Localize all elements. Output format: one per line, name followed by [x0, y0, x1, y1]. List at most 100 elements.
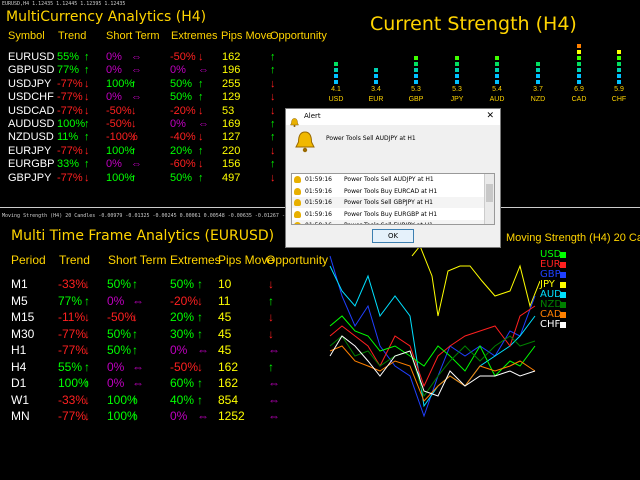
arrow-icon: ↑ — [268, 359, 274, 374]
strength-bar-segment — [455, 80, 459, 84]
column-header: Short Term — [106, 30, 160, 42]
arrow-icon: ↓ — [198, 131, 204, 144]
cell-period: W1 — [11, 392, 29, 407]
legend-swatch — [560, 292, 566, 298]
cell-period: H4 — [11, 359, 27, 374]
cell-period: M30 — [11, 326, 35, 341]
strength-bar-segment — [455, 62, 459, 66]
alert-history-item[interactable]: 01:59:16 Power Tools Sell EURJPY at H1 — [292, 220, 484, 224]
chart-info-line: EURUSD,H4 1.12435 1.12445 1.12395 1.1243… — [2, 1, 126, 7]
strength-currency: CHF — [611, 96, 627, 103]
alert-text: Power Tools Buy EURCAD at H1 — [344, 187, 438, 195]
arrow-icon: ↓ — [131, 104, 137, 117]
alert-history-item[interactable]: 01:59:16 Power Tools Buy EURGBP at H1 — [292, 208, 484, 220]
cell-short: -50% — [107, 310, 136, 324]
legend-swatch — [560, 312, 566, 318]
cell-short: -50% — [106, 118, 132, 130]
strength-series-line — [329, 335, 536, 397]
strength-bar-segment — [455, 56, 459, 60]
cell-trend: -77% — [57, 104, 83, 117]
cell-trend: 11% — [57, 131, 79, 144]
cell-period: M15 — [11, 310, 35, 324]
close-icon[interactable]: ✕ — [486, 111, 494, 121]
ok-button[interactable]: OK — [372, 229, 414, 243]
arrow-icon: ↑ — [131, 144, 137, 157]
alert-titlebar[interactable]: Alert ✕ — [286, 109, 500, 127]
cell-short: 0% — [107, 376, 125, 390]
legend-label: GBP — [540, 269, 561, 280]
arrow-icon: ⇔ — [131, 51, 142, 63]
arrow-icon: ↓ — [131, 118, 137, 130]
cell-symbol: GBPJPY — [8, 171, 52, 184]
strength-bar-segment — [374, 80, 378, 84]
cell-trend: 100% — [58, 376, 89, 390]
cell-ext: 20% — [170, 144, 193, 157]
alert-text: Power Tools Sell EURJPY at H1 — [344, 220, 433, 224]
cell-symbol: NZDUSD — [8, 131, 54, 144]
cell-ext: 20% — [170, 310, 195, 324]
strength-value: 5.4 — [492, 86, 502, 93]
arrow-icon: ↑ — [197, 326, 203, 341]
cell-trend: -11% — [58, 310, 86, 324]
alert-text: Power Tools Sell GBPJPY at H1 — [344, 199, 433, 206]
alert-history-item[interactable]: 01:59:16 Power Tools Sell GBPJPY at H1 — [292, 197, 484, 208]
arrow-icon: ↓ — [198, 158, 204, 171]
arrow-icon: ↑ — [84, 64, 90, 77]
alert-time: 01:59:16 — [305, 199, 332, 206]
alert-history-item[interactable]: 01:59:16 Power Tools Buy EURCAD at H1 — [292, 185, 484, 197]
cell-pips: 127 — [222, 131, 241, 144]
strength-bar-segment — [617, 56, 621, 60]
column-header: Extremes — [170, 253, 221, 267]
bell-icon — [294, 222, 301, 224]
arrow-icon: ⇔ — [198, 118, 209, 130]
arrow-icon: ↓ — [84, 326, 90, 341]
scrollbar-thumb[interactable] — [486, 184, 493, 202]
strength-bar-segment — [536, 80, 540, 84]
arrow-icon: ↓ — [268, 310, 274, 324]
scrollbar[interactable] — [484, 174, 494, 224]
arrow-icon: ↑ — [198, 144, 204, 157]
cell-pips: 196 — [222, 64, 241, 77]
legend-swatch — [560, 272, 566, 278]
alert-history-item[interactable]: 01:59:16 Power Tools Sell AUDJPY at H1 — [292, 174, 484, 185]
strength-bar-segment — [617, 80, 621, 84]
cell-symbol: USDCHF — [8, 91, 54, 104]
strength-bar-segment — [495, 74, 499, 78]
strength-series-line — [411, 245, 540, 317]
arrow-icon: ⇔ — [197, 343, 209, 357]
arrow-icon: ↓ — [270, 171, 276, 184]
cell-short: 100% — [107, 392, 138, 407]
cell-short: 0% — [107, 359, 125, 374]
cell-trend: -77% — [57, 91, 83, 104]
strength-value: 4.1 — [331, 86, 341, 93]
arrow-icon: ↑ — [197, 310, 203, 324]
cell-short: 0% — [106, 91, 122, 104]
arrow-icon: ↑ — [270, 64, 276, 77]
cell-trend: -33% — [58, 392, 87, 407]
cell-pips: 255 — [222, 77, 241, 90]
alert-history-list[interactable]: 01:59:16 Power Tools Sell AUDJPY at H1 01:… — [291, 173, 495, 225]
arrow-icon: ↓ — [198, 51, 204, 63]
cell-ext: 0% — [170, 118, 186, 130]
bell-icon — [294, 176, 301, 183]
cell-symbol: EURGBP — [8, 158, 55, 171]
cell-pips: 45 — [218, 326, 232, 341]
arrow-icon: ↑ — [131, 77, 137, 90]
arrow-icon: ↓ — [270, 77, 276, 90]
arrow-icon: ↑ — [84, 293, 90, 308]
alert-time: 01:59:16 — [305, 187, 332, 195]
cell-short: 100% — [106, 144, 135, 157]
cell-ext: -50% — [170, 359, 199, 374]
arrow-icon: ↑ — [132, 326, 138, 341]
strength-bar-segment — [414, 80, 418, 84]
alert-title: Alert — [304, 112, 321, 120]
cell-pips: 162 — [218, 376, 239, 390]
multicurrency-title: MultiCurrency Analytics (H4) — [6, 9, 207, 25]
cell-ext: 50% — [170, 171, 193, 184]
strength-bar-segment — [495, 68, 499, 72]
strength-bar-segment — [577, 62, 581, 66]
cell-ext: 60% — [170, 376, 195, 390]
bell-icon — [294, 210, 301, 218]
cell-ext: 40% — [170, 392, 195, 407]
arrow-icon: ↑ — [197, 376, 203, 390]
